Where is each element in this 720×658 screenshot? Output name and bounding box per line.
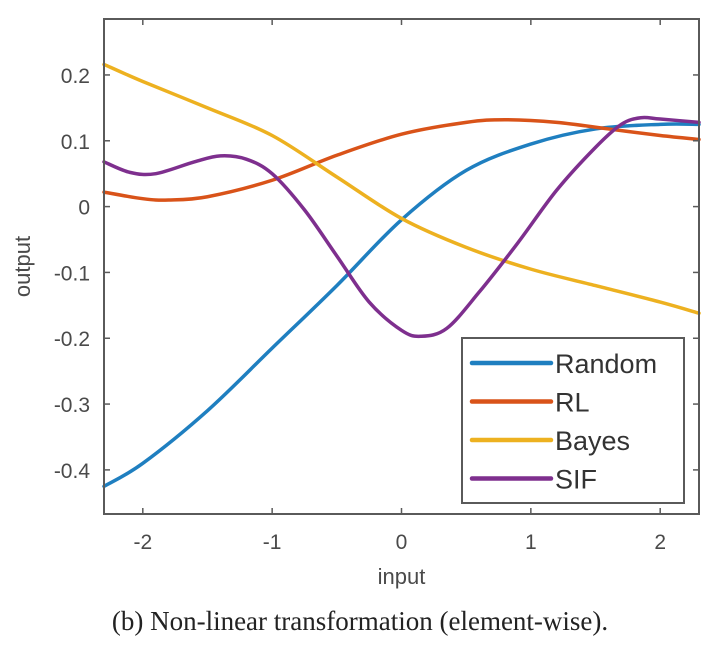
figure-caption: (b) Non-linear transformation (element-w… [111, 606, 609, 636]
y-tick-label: -0.4 [54, 460, 91, 483]
legend: Random RL Bayes SIF [461, 337, 685, 504]
x-axis: -2 -1 0 1 2 [133, 19, 666, 554]
y-tick-label: 0.1 [61, 131, 90, 154]
y-axis-label: output [10, 236, 35, 297]
legend-item-rl: RL [469, 388, 590, 418]
y-tick-label: -0.2 [54, 328, 90, 351]
x-tick-label: -2 [133, 531, 152, 554]
legend-label: RL [555, 388, 590, 418]
series-line-rl [102, 117, 701, 202]
y-tick-label: -0.1 [54, 262, 90, 285]
x-tick-label: 0 [396, 531, 408, 554]
series-line-bayes [102, 62, 701, 315]
legend-box [461, 337, 685, 504]
series-layer [102, 62, 701, 489]
legend-item-bayes: Bayes [469, 426, 630, 456]
x-axis-label: input [378, 564, 426, 589]
legend-label: Random [555, 349, 657, 379]
legend-label: Bayes [555, 426, 630, 456]
x-tick-label: -1 [263, 531, 282, 554]
x-tick-label: 2 [654, 531, 666, 554]
legend-item-sif: SIF [469, 465, 597, 495]
series-line-sif [102, 115, 701, 339]
y-tick-label: 0 [78, 197, 90, 220]
line-chart: -2 -1 0 1 2 0.2 0.1 0 -0.1 -0.2 -0.3 -0.4 input ou… [10, 18, 701, 589]
y-tick-label: 0.2 [61, 65, 90, 88]
legend-label: SIF [555, 465, 597, 495]
y-tick-label: -0.3 [54, 394, 90, 417]
y-axis: 0.2 0.1 0 -0.1 -0.2 -0.3 -0.4 [54, 65, 699, 483]
legend-item-random: Random [469, 349, 657, 379]
x-tick-label: 1 [525, 531, 537, 554]
